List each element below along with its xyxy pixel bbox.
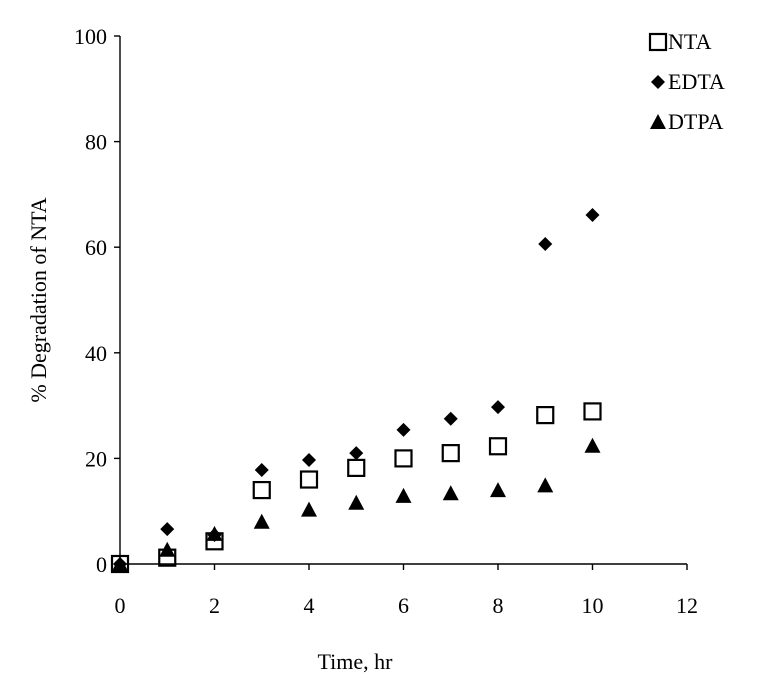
series-dtpa [112,437,601,571]
data-point [490,482,506,498]
data-point [348,494,365,510]
y-tick-label: 60 [85,235,107,260]
data-point [395,487,412,503]
legend-item-edta: EDTA [648,62,725,102]
data-point [583,402,602,421]
data-point [441,444,460,463]
data-point [538,237,553,252]
y-tick-label: 40 [85,341,107,366]
legend-item-dtpa: DTPA [648,102,725,142]
data-point [394,449,413,468]
y-tick-label: 100 [74,24,107,49]
legend-item-nta: NTA [648,22,725,62]
axes: 0 2 4 6 8 10 12 0 20 40 60 80 100 [74,24,698,618]
data-point [443,411,458,426]
y-tick-label: 0 [96,552,107,577]
data-point [302,452,316,467]
x-tick-label: 10 [582,593,604,618]
triangle-icon [648,112,668,132]
data-point [488,437,508,456]
legend-label: NTA [668,29,712,54]
x-tick-label: 6 [398,593,409,618]
legend-label: EDTA [668,69,725,94]
data-point [206,525,223,541]
data-point [347,458,366,478]
data-point [536,406,555,425]
data-point [301,501,317,517]
data-point [159,541,176,557]
data-point [442,485,459,501]
data-point [537,477,554,493]
data-point [491,400,505,415]
x-axis-label: Time, hr [318,649,394,674]
data-point [160,522,175,537]
y-tick-label: 80 [85,130,107,155]
data-point [299,470,319,489]
x-tick-label: 8 [493,593,504,618]
data-point [252,480,271,500]
series-nta [110,402,602,574]
y-axis-label: % Degradation of NTA [26,197,51,402]
x-tick-label: 2 [209,593,220,618]
series-edta [113,207,600,571]
data-point [254,463,269,478]
data-point [253,513,270,529]
data-point [112,556,128,571]
legend: NTA EDTA DTPA [648,22,725,142]
y-tick-label: 20 [85,446,107,471]
data-point [349,446,364,461]
x-tick-label: 12 [676,593,698,618]
legend-label: DTPA [668,109,724,134]
x-tick-label: 4 [304,593,315,618]
x-tick-label: 0 [115,593,126,618]
data-point [584,437,601,453]
data-points [110,207,602,574]
open-square-icon [648,32,668,52]
data-point [396,422,411,437]
diamond-icon [648,72,668,92]
data-point [585,207,600,222]
